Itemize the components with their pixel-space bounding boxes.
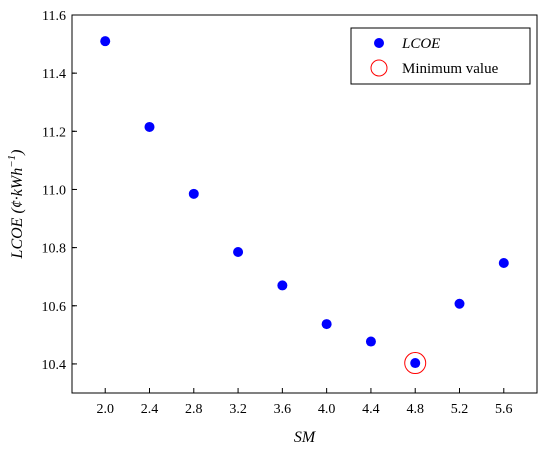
y-tick-label: 11.2 (42, 125, 66, 140)
data-point (233, 246, 244, 257)
y-axis-title-main: LCOE (¢·kWh (9, 168, 26, 260)
data-point (498, 258, 509, 269)
x-tick-label: 4.0 (318, 402, 336, 417)
x-axis-ticks: 2.0 2.4 2.8 3.2 3.6 4.0 4.4 4.8 5.2 5.6 (96, 388, 513, 417)
data-point (410, 358, 421, 369)
y-tick-label: 11.6 (42, 9, 66, 24)
data-point (188, 188, 199, 199)
data-point (144, 121, 155, 132)
x-tick-label: 2.0 (96, 402, 114, 417)
y-axis-title: LCOE (¢·kWh−1) (6, 150, 26, 260)
x-tick-label: 2.4 (141, 402, 159, 417)
legend-marker-lcoe (374, 38, 384, 48)
y-tick-label: 10.4 (42, 358, 67, 373)
minimum-marker (404, 352, 427, 375)
y-axis-title-close: ) (9, 150, 26, 156)
data-point (277, 280, 288, 291)
y-tick-label: 10.8 (42, 242, 67, 257)
data-point (321, 319, 332, 330)
x-tick-label: 5.6 (495, 402, 513, 417)
y-axis-title-superscript: −1 (6, 155, 18, 168)
x-tick-label: 4.8 (406, 402, 424, 417)
y-tick-label: 11.4 (42, 67, 66, 82)
data-point (454, 298, 465, 309)
y-axis-ticks: 10.4 10.6 10.8 11.0 11.2 11.4 11.6 (42, 9, 77, 373)
x-tick-label: 4.4 (362, 402, 380, 417)
x-tick-label: 3.6 (274, 402, 292, 417)
legend-marker-minimum (370, 59, 388, 77)
x-tick-label: 3.2 (229, 402, 247, 417)
x-tick-label: 2.8 (185, 402, 203, 417)
legend-label-lcoe: LCOE (401, 36, 440, 52)
data-point (100, 36, 111, 47)
x-axis-title: SM (294, 429, 317, 446)
y-tick-label: 10.6 (42, 300, 67, 315)
legend: LCOE Minimum value (350, 27, 531, 85)
y-tick-label: 11.0 (42, 183, 66, 198)
legend-box (350, 27, 531, 85)
legend-label-minimum: Minimum value (402, 61, 499, 77)
plot-area-frame (71, 14, 538, 394)
x-tick-label: 5.2 (451, 402, 469, 417)
data-points (100, 36, 509, 375)
data-point (365, 336, 376, 347)
